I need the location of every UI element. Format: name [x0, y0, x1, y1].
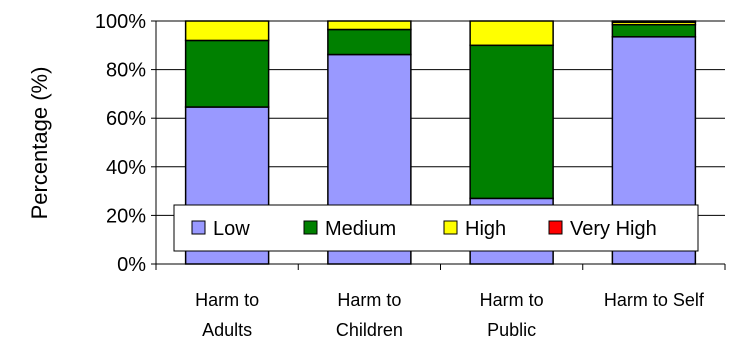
x-tick-label: Harm to Self — [604, 290, 705, 310]
y-tick-label: 60% — [106, 108, 146, 130]
legend-label: Medium — [325, 218, 396, 240]
legend-label: High — [465, 218, 506, 240]
bar-segment-very-high — [611, 20, 697, 23]
y-tick-label: 40% — [106, 157, 146, 179]
x-tick-label: Harm to — [480, 290, 544, 310]
bar-segment-medium — [184, 39, 270, 108]
legend-swatch — [303, 220, 318, 235]
x-tick-label: Public — [487, 320, 536, 340]
y-tick-label: 100% — [95, 11, 146, 33]
axes — [151, 20, 726, 270]
bar-segment-medium — [469, 44, 554, 200]
legend: Low Medium High Very High — [173, 204, 699, 252]
legend-label: Very High — [570, 218, 657, 240]
y-tick-label: 0% — [117, 254, 146, 276]
bar-segment-medium — [327, 28, 412, 56]
bar-segment-high — [184, 20, 270, 42]
x-tick-label: Adults — [202, 320, 252, 340]
legend-swatch — [548, 220, 563, 235]
legend-swatch — [191, 220, 206, 235]
y-tick-label: 80% — [106, 60, 146, 82]
legend-box — [173, 204, 699, 252]
y-axis-title: Percentage (%) — [27, 67, 52, 220]
labels: 0% 20% 40% 60% 80% 100% Harm to Adults Harm to Ch… — [95, 11, 705, 340]
legend-label: Low — [213, 218, 250, 240]
x-tick-label: Children — [336, 320, 403, 340]
bar-segment-high — [469, 20, 554, 47]
bar-segment-high — [327, 20, 412, 31]
y-tick-label: 20% — [106, 205, 146, 227]
x-tick-label: Harm to — [195, 290, 259, 310]
legend-swatch — [443, 220, 458, 235]
bar-segment-medium — [611, 23, 697, 38]
x-tick-label: Harm to — [337, 290, 401, 310]
